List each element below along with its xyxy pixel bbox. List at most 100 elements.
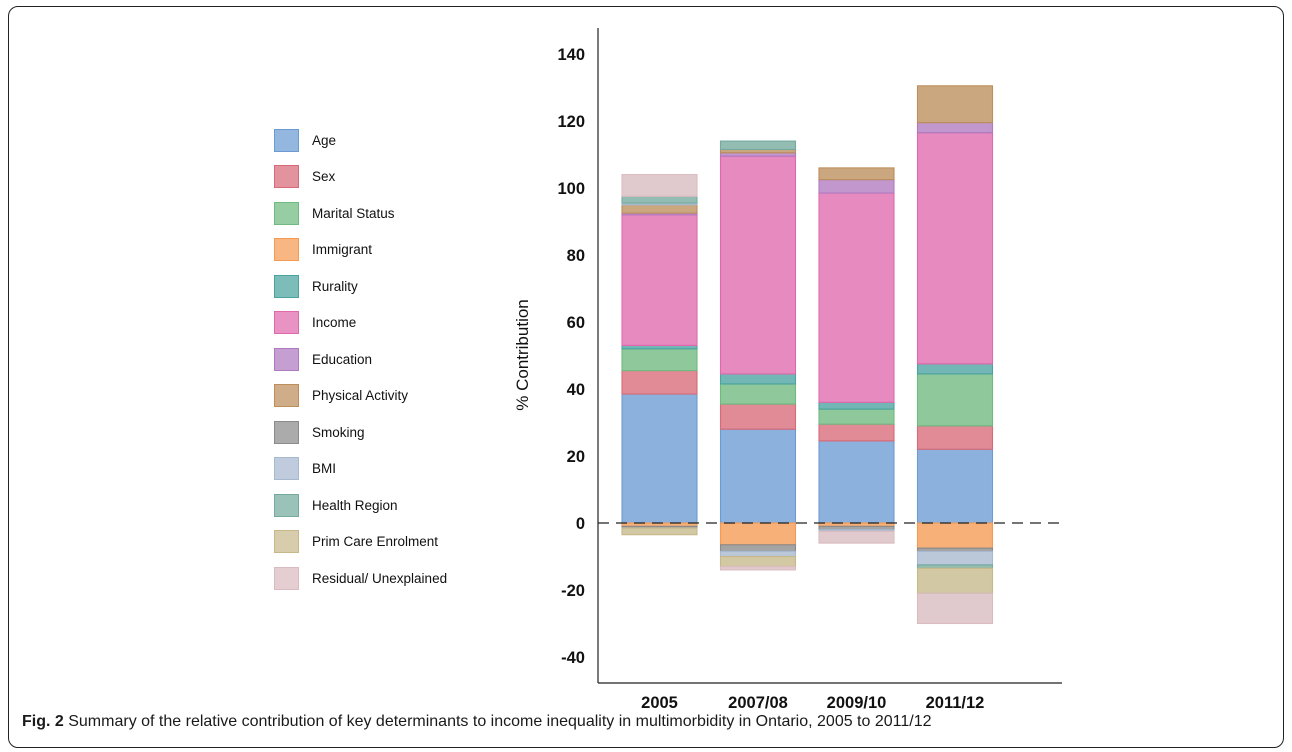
bar-segment-marital-status-2011-12 <box>916 373 994 427</box>
legend-label: Rurality <box>312 278 358 294</box>
y-tick-label: 140 <box>557 46 585 64</box>
legend-swatch <box>274 457 299 480</box>
legend-item-bmi: BMI <box>274 455 336 483</box>
legend-label: Marital Status <box>312 205 395 221</box>
bar-segment-age-2005 <box>621 393 698 524</box>
legend-label: Immigrant <box>312 242 373 257</box>
legend-label: Sex <box>312 169 336 184</box>
bar-segment-sex-2009-10 <box>818 423 895 442</box>
x-tick-labels: 2005 2007/08 2009/10 2011/12 <box>641 694 984 712</box>
legend-swatch <box>274 566 299 590</box>
bar-segment-physical-activity-2009-10 <box>818 167 895 181</box>
x-tick-label: 2011/12 <box>926 694 985 712</box>
legend-item-immigrant: Immigrant <box>274 236 372 264</box>
bar-segment-income-2005 <box>621 214 698 346</box>
bar-segment-education-2011-12 <box>916 122 994 134</box>
legend-label: Smoking <box>312 424 365 440</box>
legend-item-prim-care-enrolment: Prim Care Enrolment <box>274 528 438 556</box>
x-tick-label: 2005 <box>641 694 678 712</box>
bar-segment-health-region-2007-08 <box>719 140 797 151</box>
y-tick-label: 100 <box>557 180 585 198</box>
y-tick-label: 60 <box>567 314 585 332</box>
bar-segment-age-2007-08 <box>719 428 797 524</box>
bar-segment-sex-2007-08 <box>719 403 797 430</box>
legend-swatch <box>274 347 299 371</box>
legend-label: BMI <box>312 461 337 476</box>
bar-segment-age-2009-10 <box>818 440 895 524</box>
bar-segment-income-2009-10 <box>818 192 895 403</box>
legend-swatch <box>274 128 299 152</box>
bars-layer <box>621 85 994 625</box>
bar-segment-residual-unexplained-2009-10 <box>818 530 895 544</box>
figure-caption: Fig. 2 Summary of the relative contribut… <box>22 713 932 731</box>
caption-text: Summary of the relative contribution of … <box>68 713 932 730</box>
y-tick-label: 120 <box>557 113 585 131</box>
bar-segment-income-2011-12 <box>916 132 994 365</box>
legend-item-rurality: Rurality <box>274 272 358 300</box>
x-tick-label: 2007/08 <box>728 694 788 712</box>
bar-segment-immigrant-2011-12 <box>916 522 994 549</box>
bar-segment-health-region-2005 <box>621 195 698 204</box>
legend-swatch <box>274 238 299 261</box>
legend-swatch <box>274 530 299 553</box>
legend-label: Income <box>312 315 357 330</box>
bar-segment-bmi-2007-08 <box>719 550 797 558</box>
bar-segment-sex-2011-12 <box>916 425 994 450</box>
legend-item-residual-unexplained: Residual/ Unexplained <box>274 564 447 592</box>
bar-segment-bmi-2011-12 <box>916 550 994 566</box>
legend-item-health-region: Health Region <box>274 491 398 519</box>
bar-segment-physical-activity-2005 <box>621 204 698 214</box>
bar-segment-marital-status-2007-08 <box>719 383 797 405</box>
legend-swatch <box>274 311 299 334</box>
y-tick-label: 40 <box>567 381 585 399</box>
bar-segment-smoking-2007-08 <box>719 544 797 553</box>
y-tick-label: 20 <box>567 448 585 466</box>
legend-label: Physical Activity <box>312 388 409 403</box>
x-tick-label: 2009/10 <box>827 694 887 712</box>
bar-segment-age-2011-12 <box>916 448 994 524</box>
legend-label: Age <box>312 132 337 148</box>
figure-frame <box>8 6 1284 748</box>
legend-swatch <box>274 274 299 298</box>
y-tick-label: 0 <box>576 515 585 533</box>
legend-label: Health Region <box>312 497 398 513</box>
bar-segment-residual-unexplained-2011-12 <box>916 592 994 625</box>
bar-segment-immigrant-2007-08 <box>719 522 797 546</box>
bar-segment-residual-unexplained-2007-08 <box>719 565 797 571</box>
bar-segment-prim-care-enrolment-2007-08 <box>719 555 797 568</box>
legend-swatch <box>274 384 299 407</box>
legend-item-marital-status: Marital Status <box>274 199 395 227</box>
bar-segment-marital-status-2005 <box>621 348 698 372</box>
legend-label: Prim Care Enrolment <box>312 534 439 549</box>
bar-segment-prim-care-enrolment-2011-12 <box>916 567 994 594</box>
bar-segment-rurality-2011-12 <box>916 363 994 375</box>
legend-item-smoking: Smoking <box>274 418 365 446</box>
bar-segment-marital-status-2009-10 <box>818 408 895 425</box>
legend-label: Residual/ Unexplained <box>312 570 448 586</box>
legend-label: Education <box>312 351 373 367</box>
bar-segment-education-2009-10 <box>818 179 895 194</box>
legend-item-income: Income <box>274 309 356 337</box>
bar-segment-income-2007-08 <box>719 155 797 375</box>
legend-swatch <box>274 201 299 225</box>
legend-item-age: Age <box>274 126 336 154</box>
bar-segment-physical-activity-2011-12 <box>916 85 994 124</box>
caption-label: Fig. 2 <box>22 713 64 730</box>
legend-item-sex: Sex <box>274 163 335 191</box>
legend-swatch <box>274 420 299 444</box>
bar-segment-residual-unexplained-2005 <box>621 174 698 197</box>
bar-segment-rurality-2009-10 <box>818 401 895 410</box>
bar-segment-rurality-2007-08 <box>719 373 797 385</box>
y-tick-label: -40 <box>561 649 585 667</box>
legend-swatch <box>274 493 299 517</box>
bar-segment-sex-2005 <box>621 370 698 395</box>
y-tick-label: -20 <box>561 582 585 600</box>
legend-item-education: Education <box>274 345 372 373</box>
y-tick-label: 80 <box>567 247 585 265</box>
y-axis-label: % Contribution <box>513 299 532 411</box>
bar-segment-prim-care-enrolment-2005 <box>621 527 698 536</box>
y-tick-labels: -40 -20 0 20 40 60 80 100 120 140 <box>557 46 585 667</box>
legend-item-physical-activity: Physical Activity <box>274 382 408 410</box>
legend-swatch <box>274 165 299 188</box>
